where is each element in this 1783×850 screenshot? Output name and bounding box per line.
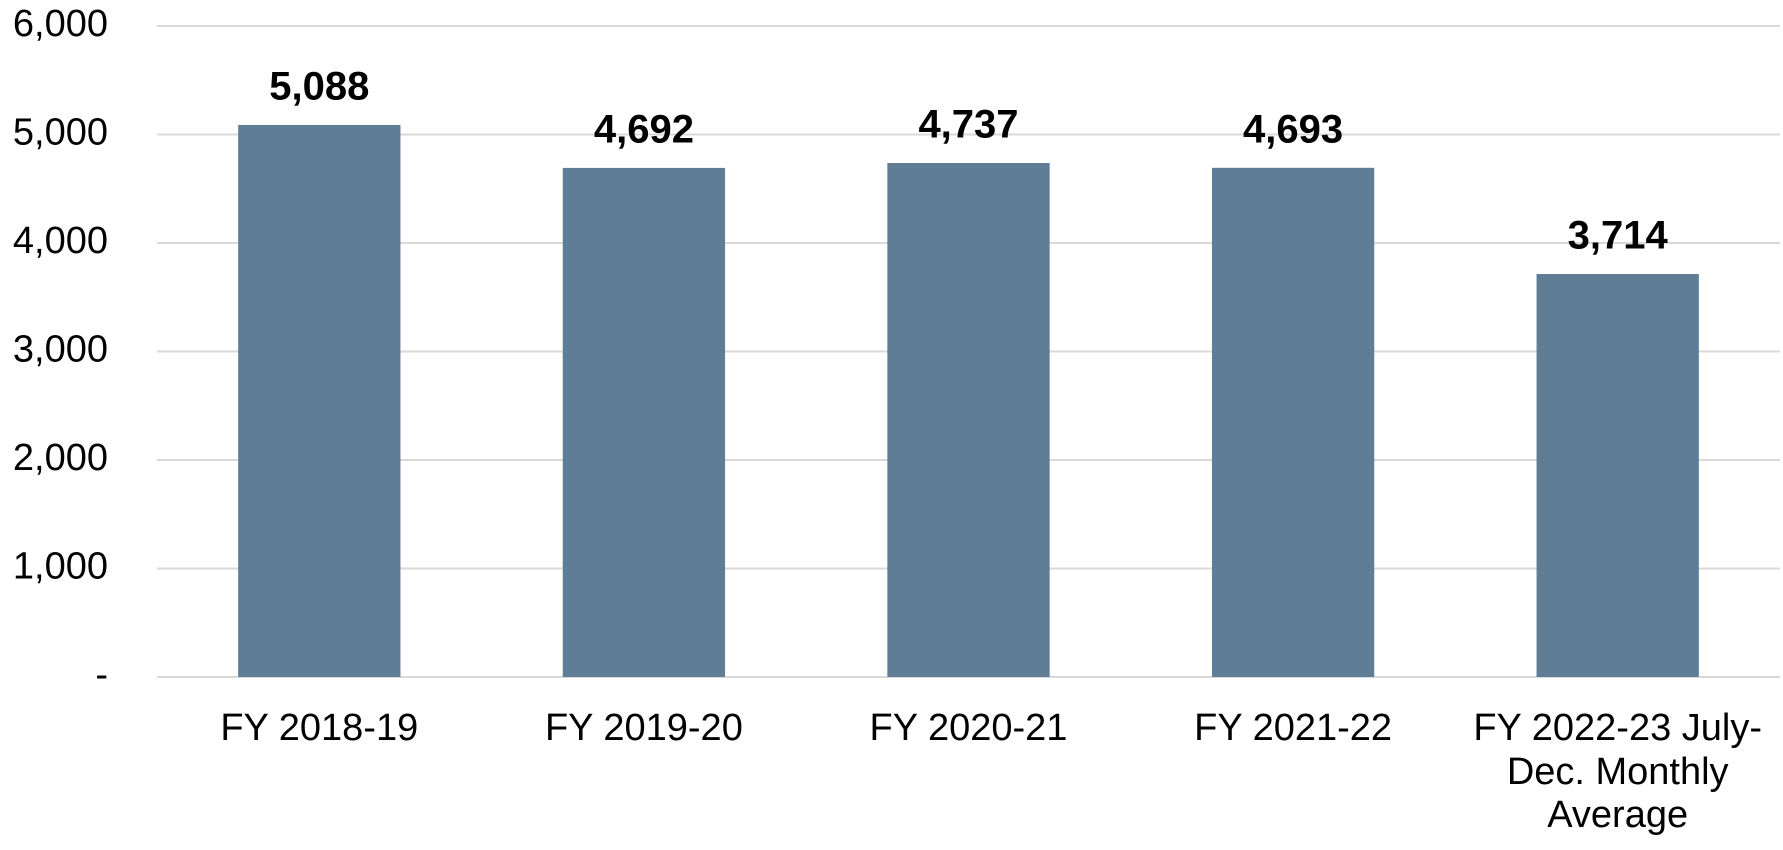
x-tick-label: FY 2018-19 — [220, 707, 419, 749]
data-label: 4,692 — [594, 107, 694, 151]
data-label: 5,088 — [269, 65, 369, 109]
y-tick-label: 1,000 — [13, 546, 108, 588]
y-tick-label: 3,000 — [13, 329, 108, 371]
y-tick-label: 6,000 — [13, 3, 108, 45]
data-label: 3,714 — [1568, 214, 1669, 258]
y-tick-label: - — [95, 654, 108, 696]
y-tick-label: 4,000 — [13, 220, 108, 262]
y-tick-label: 5,000 — [13, 112, 108, 154]
bar — [1536, 274, 1699, 677]
data-label: 4,737 — [918, 103, 1018, 147]
y-tick-label: 2,000 — [13, 437, 108, 479]
bar — [1211, 167, 1375, 677]
x-tick-label: FY 2020-21 — [869, 707, 1068, 749]
x-tick-label: FY 2022-23 July-Dec. Monthly Average — [1473, 707, 1763, 837]
bar — [562, 167, 726, 677]
bar — [238, 124, 401, 677]
x-tick-label: FY 2021-22 — [1194, 707, 1393, 749]
bar — [887, 163, 1050, 677]
x-tick-label: FY 2019-20 — [544, 707, 743, 749]
data-label: 4,693 — [1243, 107, 1343, 151]
